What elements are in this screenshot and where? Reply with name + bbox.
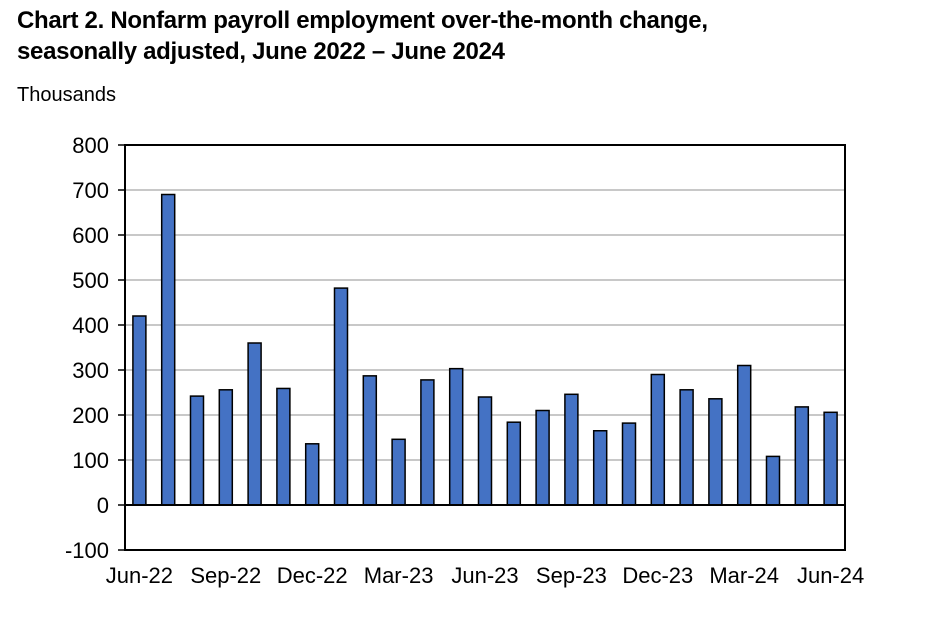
bar-Oct-23 xyxy=(592,430,608,506)
bar-Jul-22 xyxy=(160,193,176,506)
bar-Jan-24 xyxy=(679,389,694,506)
bar-May-24 xyxy=(794,406,810,506)
y-axis-tick-label: 100 xyxy=(72,448,109,473)
x-axis-tick-label: Dec-22 xyxy=(277,563,348,588)
y-axis-tick-label: 500 xyxy=(72,268,109,293)
bar-Mar-23 xyxy=(391,438,406,506)
bar-May-23 xyxy=(448,367,464,506)
chart-title-line1: Chart 2. Nonfarm payroll employment over… xyxy=(17,7,708,34)
y-axis-tick-label: -100 xyxy=(65,538,109,563)
bar-Aug-22 xyxy=(189,395,205,506)
bar-Jan-23 xyxy=(333,287,349,506)
y-axis-tick-label: 0 xyxy=(97,493,109,518)
bar-Oct-22 xyxy=(247,342,262,506)
bar-Dec-22 xyxy=(304,443,320,506)
bar-Jun-24 xyxy=(823,411,838,506)
y-axis-tick-label: 200 xyxy=(72,403,109,428)
bar-Jun-22 xyxy=(132,315,147,506)
y-axis-tick-label: 800 xyxy=(72,133,109,158)
bar-Nov-22 xyxy=(276,387,291,506)
x-axis-tick-label: Mar-23 xyxy=(364,563,434,588)
y-axis-units-label: Thousands xyxy=(17,84,116,106)
x-axis-tick-label: Dec-23 xyxy=(622,563,693,588)
bar-Jun-23 xyxy=(477,396,493,506)
bar-Aug-23 xyxy=(535,409,550,506)
x-axis-tick-label: Jun-23 xyxy=(451,563,518,588)
x-axis-tick-label: Jun-22 xyxy=(106,563,173,588)
bar-Dec-23 xyxy=(650,373,666,506)
x-axis-tick-label: Sep-22 xyxy=(190,563,261,588)
x-axis-tick-label: Sep-23 xyxy=(536,563,607,588)
chart-title: Chart 2. Nonfarm payroll employment over… xyxy=(17,5,708,67)
bar-Apr-23 xyxy=(420,379,435,506)
y-axis-tick-label: 300 xyxy=(72,358,109,383)
bar-Sep-22 xyxy=(218,389,234,506)
bar-Feb-23 xyxy=(362,375,378,506)
bar-Feb-24 xyxy=(708,398,723,506)
plot-frame xyxy=(124,144,846,551)
x-axis-tick-label: Mar-24 xyxy=(709,563,779,588)
bar-Mar-24 xyxy=(736,364,752,506)
chart-title-line2: seasonally adjusted, June 2022 – June 20… xyxy=(17,38,505,65)
bar-Apr-24 xyxy=(765,455,781,506)
y-axis-tick-label: 600 xyxy=(72,223,109,248)
bar-Nov-23 xyxy=(621,422,637,506)
y-axis-tick-label: 400 xyxy=(72,313,109,338)
x-axis-tick-label: Jun-24 xyxy=(797,563,864,588)
y-axis-tick-label: 700 xyxy=(72,178,109,203)
bar-Sep-23 xyxy=(564,393,579,506)
bar-Jul-23 xyxy=(506,421,522,506)
